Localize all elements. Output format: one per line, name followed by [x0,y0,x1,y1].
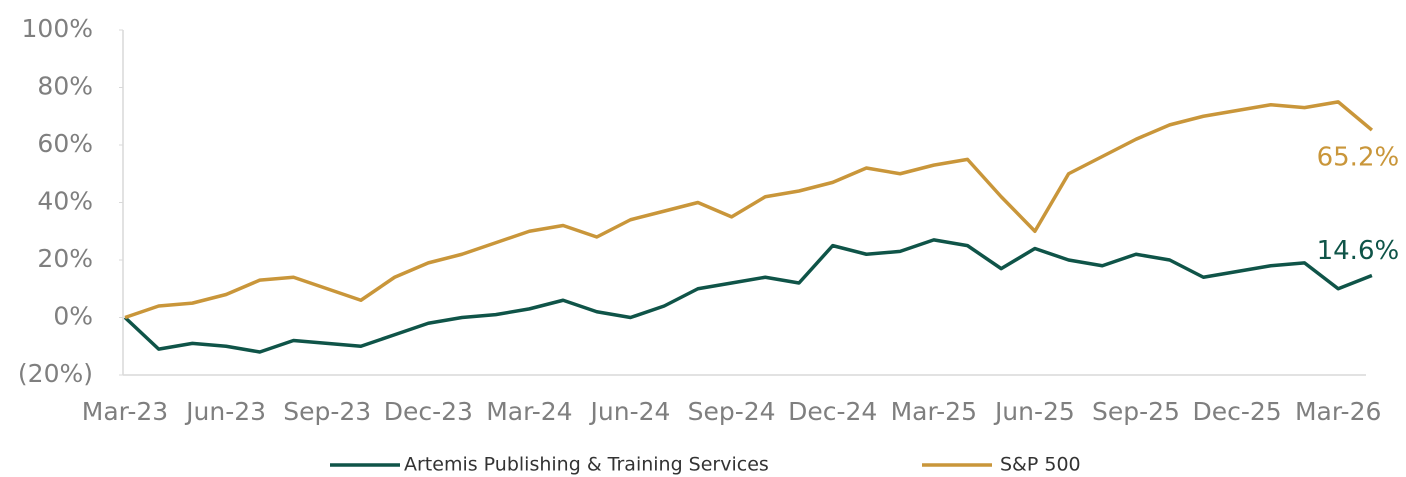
x-tick-label: Dec-23 [384,397,473,426]
y-tick-label: (20%) [18,359,93,388]
data-label: 65.2% [1317,143,1400,173]
y-tick-label: 60% [37,129,93,158]
y-tick-label: 20% [37,244,93,273]
x-tick-label: Mar-24 [486,397,572,426]
y-tick-label: 100% [22,14,93,43]
x-tick-label: Dec-25 [1192,397,1281,426]
y-tick-label: 40% [37,187,93,216]
x-tick-label: Jun-23 [184,397,266,426]
x-tick-label: Sep-25 [1092,397,1180,426]
x-tick-label: Sep-23 [283,397,371,426]
series-line [124,100,1374,320]
x-tick-label: Jun-24 [589,397,671,426]
legend-label: Artemis Publishing & Training Services [404,454,769,476]
legend-label: S&P 500 [1000,454,1081,476]
series-line [123,238,1373,354]
x-tick-label: Jun-25 [993,397,1075,426]
x-tick-label: Mar-25 [891,397,977,426]
x-tick-label: Mar-23 [82,397,168,426]
x-tick-label: Dec-24 [788,397,877,426]
y-tick-label: 0% [53,302,93,331]
x-tick-label: Mar-26 [1295,397,1381,426]
data-label: 14.6% [1317,236,1400,266]
y-tick-label: 80% [37,72,93,101]
x-tick-label: Sep-24 [688,397,776,426]
